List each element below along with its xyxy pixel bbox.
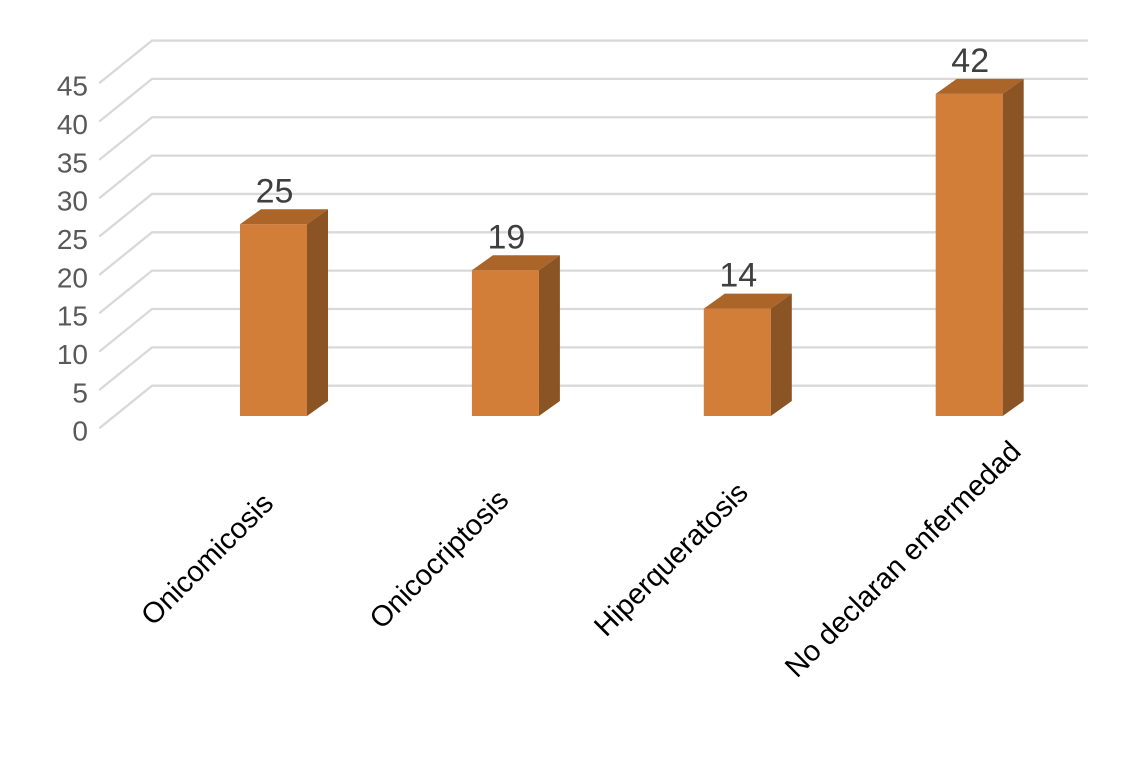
bar-side-face (307, 209, 328, 416)
bar-top-face (935, 78, 1024, 94)
gridline (98, 39, 1089, 84)
y-axis-tick-label: 35 (57, 147, 88, 178)
bar-front-face (935, 93, 1003, 417)
y-axis-tick-label: 25 (57, 224, 88, 255)
y-axis-tick-label: 0 (72, 416, 88, 447)
y-axis-tick-label: 40 (57, 109, 88, 140)
y-axis-tick-label: 45 (57, 71, 88, 102)
y-axis-tick-label: 15 (57, 301, 88, 332)
gridline (98, 116, 1089, 161)
bar-side-face (770, 293, 792, 416)
y-axis-tick-label: 5 (72, 377, 88, 408)
bar-front-face (703, 308, 771, 416)
bar-value-label: 42 (951, 42, 989, 80)
gridline (98, 154, 1089, 199)
bar-side-face (1002, 78, 1024, 417)
gridline (98, 231, 1089, 276)
gridline (98, 192, 1089, 238)
y-axis-tick-label: 30 (57, 186, 88, 217)
bar-top-face (471, 255, 560, 271)
bar-front-face (471, 270, 539, 416)
bar-top-face (240, 209, 328, 225)
gridline (98, 77, 1089, 123)
bar-value-label: 14 (719, 257, 757, 295)
y-axis-tick-label: 10 (57, 339, 88, 370)
bar-value-label: 25 (256, 172, 294, 210)
bar-top-face (703, 293, 792, 309)
bar-front-face (240, 224, 307, 416)
gridline (98, 269, 1089, 314)
bar-value-label: 19 (487, 218, 525, 256)
y-axis-tick-label: 20 (57, 262, 88, 293)
bar-side-face (538, 255, 560, 416)
